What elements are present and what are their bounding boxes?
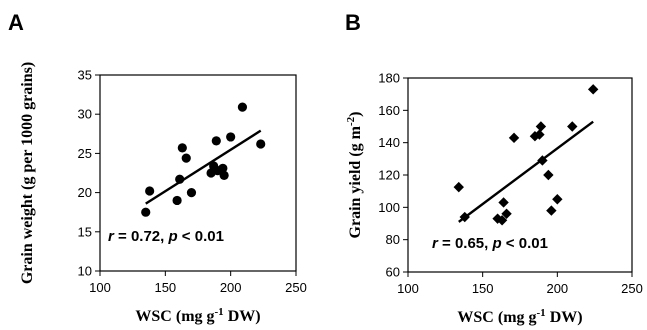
x-axis-title-tail: DW) bbox=[546, 309, 583, 326]
data-point bbox=[226, 132, 236, 142]
data-point bbox=[186, 188, 197, 198]
correlation-annotation: r = 0.72, p < 0.01 bbox=[108, 228, 224, 245]
data-point bbox=[218, 163, 228, 173]
x-tick-label: 100 bbox=[89, 280, 111, 295]
p-symbol: p bbox=[167, 228, 177, 245]
y-tick-label: 180 bbox=[378, 71, 400, 86]
data-point bbox=[219, 170, 229, 180]
data-point bbox=[496, 215, 508, 226]
x-tick-label: 200 bbox=[220, 280, 242, 295]
data-point bbox=[534, 129, 545, 140]
x-axis-title-text: WSC (mg g bbox=[457, 309, 536, 326]
y-tick-label: 120 bbox=[378, 168, 400, 183]
data-point bbox=[459, 211, 470, 223]
data-point bbox=[256, 139, 266, 149]
y-tick-label: 30 bbox=[78, 107, 92, 122]
data-point bbox=[141, 207, 151, 217]
y-tick-label: 10 bbox=[78, 264, 92, 279]
y-tick-label: 35 bbox=[78, 68, 92, 83]
data-point bbox=[237, 102, 248, 112]
y-axis-title: Grain yield (g m-2) bbox=[345, 112, 364, 239]
data-point bbox=[453, 181, 464, 193]
plot-frame bbox=[99, 74, 297, 272]
trendline bbox=[145, 129, 262, 205]
y-axis-title-text: Grain weight (g per 1000 grains) bbox=[19, 62, 36, 284]
x-axis-title-superscript: -1 bbox=[537, 307, 546, 319]
data-point bbox=[537, 155, 548, 166]
data-point bbox=[498, 197, 509, 208]
y-tick-label: 60 bbox=[386, 265, 400, 280]
x-tick-label: 150 bbox=[154, 280, 176, 295]
correlation-annotation: r = 0.65, p < 0.01 bbox=[432, 235, 548, 252]
data-point bbox=[508, 132, 520, 144]
panel-label: A bbox=[8, 10, 24, 35]
y-tick-label: 100 bbox=[378, 200, 400, 215]
data-point bbox=[501, 208, 512, 219]
panel-label: B bbox=[345, 10, 361, 35]
x-tick-label: 250 bbox=[621, 281, 643, 296]
data-point bbox=[587, 84, 599, 95]
y-tick-label: 140 bbox=[378, 135, 400, 150]
r-value: = 0.65, bbox=[438, 235, 493, 252]
y-axis-title-superscript: -2 bbox=[345, 116, 357, 126]
y-tick-label: 20 bbox=[78, 185, 92, 200]
panel-a: A 10 15 20 25 30 35 100 150 200 250 WSC (mg g-1 DW)… bbox=[8, 10, 307, 325]
p-symbol: p bbox=[491, 235, 501, 252]
x-axis-title: WSC (mg g-1 DW) bbox=[457, 307, 582, 326]
trendline bbox=[458, 120, 594, 223]
x-tick-label: 100 bbox=[397, 281, 419, 296]
x-tick-label: 250 bbox=[285, 280, 307, 295]
data-point bbox=[177, 143, 187, 153]
p-value: < 0.01 bbox=[178, 228, 224, 245]
data-point bbox=[543, 169, 554, 181]
x-axis-title-superscript: -1 bbox=[215, 306, 224, 318]
r-symbol: r bbox=[108, 228, 115, 245]
r-symbol: r bbox=[432, 235, 439, 252]
x-tick-label: 200 bbox=[546, 281, 568, 296]
data-point bbox=[181, 153, 191, 163]
y-tick-label: 80 bbox=[386, 232, 400, 247]
data-point bbox=[211, 136, 221, 146]
data-point bbox=[172, 195, 182, 206]
data-point bbox=[567, 121, 578, 132]
y-axis-title-text: Grain yield (g m bbox=[347, 125, 364, 238]
y-tick-label: 160 bbox=[378, 103, 400, 118]
r-value: = 0.72, bbox=[114, 228, 169, 245]
data-point bbox=[552, 194, 563, 205]
data-point bbox=[145, 186, 155, 196]
y-tick-label: 15 bbox=[78, 224, 92, 239]
y-axis-title-tail: ) bbox=[347, 112, 364, 117]
x-tick-label: 150 bbox=[472, 281, 494, 296]
data-point bbox=[535, 121, 547, 132]
x-axis-title-tail: DW) bbox=[224, 308, 261, 325]
y-axis-title: Grain weight (g per 1000 grains) bbox=[19, 62, 36, 284]
y-tick-label: 25 bbox=[78, 146, 92, 161]
p-value: < 0.01 bbox=[502, 235, 548, 252]
data-point bbox=[546, 205, 557, 216]
x-axis-title: WSC (mg g-1 DW) bbox=[135, 306, 260, 325]
x-axis-title-text: WSC (mg g bbox=[135, 308, 214, 325]
panel-b: B 60 80 100 120 140 160 180 100 150 200 250 WSC (mg … bbox=[345, 10, 643, 326]
data-point bbox=[175, 174, 185, 184]
